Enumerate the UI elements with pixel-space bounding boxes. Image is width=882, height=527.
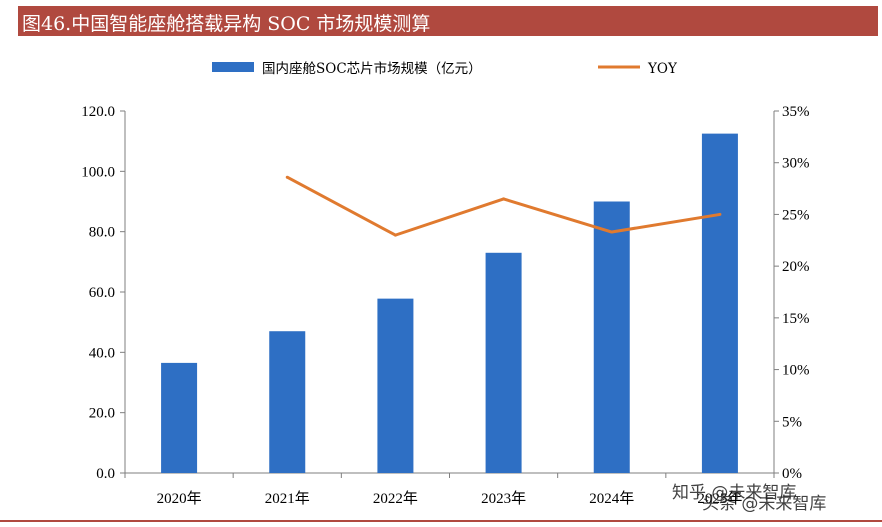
y-left-tick-label: 40.0 (89, 345, 115, 361)
bar-series (161, 133, 738, 473)
bottom-rule (0, 520, 882, 522)
x-tick-label: 2024年 (589, 490, 634, 507)
bar-2025年 (701, 133, 738, 473)
y-left-tick-label: 120.0 (81, 104, 115, 120)
bar-2020年 (161, 362, 198, 473)
x-tick-label: 2025年 (697, 490, 742, 507)
y-left-tick-label: 0.0 (96, 466, 115, 482)
axes: 0.0 20.0 40.0 60.0 80.0 100.0 120.0 0% 5% 10% 15% 2… (81, 104, 809, 482)
y-right-tick-label: 0% (782, 466, 802, 482)
yoy-line (286, 175, 721, 237)
y-right-tick-label: 5% (782, 414, 802, 430)
y-left-tick-label: 80.0 (89, 225, 115, 241)
bar-2022年 (377, 298, 414, 473)
x-tick-label: 2022年 (373, 490, 418, 507)
x-tick-label: 2023年 (481, 490, 526, 507)
watermark-overlay-text: 头条 @未来智库 (702, 494, 826, 514)
y-right-tick-label: 25% (782, 207, 810, 223)
yoy-series (285, 175, 722, 237)
y-right-tick-label: 10% (782, 363, 810, 379)
yoy-point-2022年 (393, 233, 397, 237)
bar-2021年 (269, 331, 306, 473)
x-tick-label: 2021年 (265, 490, 310, 507)
legend-bar-label: 国内座舱SOC芯片市场规模（亿元） (262, 60, 482, 77)
x-tick-label: 2020年 (157, 490, 202, 507)
legend-bar-swatch (212, 62, 254, 72)
bar-2024年 (593, 201, 630, 473)
watermark-text: 知乎 @未来智库 (672, 483, 796, 503)
y-right-tick-label: 35% (782, 104, 810, 120)
yoy-point-2021年 (285, 175, 289, 179)
x-tick-labels: 2020年 2021年 2022年 2023年 2024年 2025年 (157, 490, 743, 507)
legend-line-label: YOY (647, 61, 678, 77)
y-right-tick-label: 20% (782, 259, 810, 275)
y-right-tick-label: 30% (782, 156, 810, 172)
yoy-point-2023年 (502, 197, 506, 201)
legend: 国内座舱SOC芯片市场规模（亿元） YOY (212, 60, 678, 77)
y-left-tick-label: 20.0 (89, 406, 115, 422)
yoy-point-2025年 (718, 212, 722, 216)
y-right-tick-label: 15% (782, 311, 810, 327)
bar-2023年 (485, 252, 522, 473)
yoy-point-2024年 (610, 230, 614, 234)
title-bar: 图46.中国智能座舱搭载异构 SOC 市场规模测算 (18, 6, 878, 36)
y-left-tick-label: 60.0 (89, 285, 115, 301)
chart-title: 图46.中国智能座舱搭载异构 SOC 市场规模测算 (22, 13, 431, 35)
y-left-tick-label: 100.0 (81, 164, 115, 180)
